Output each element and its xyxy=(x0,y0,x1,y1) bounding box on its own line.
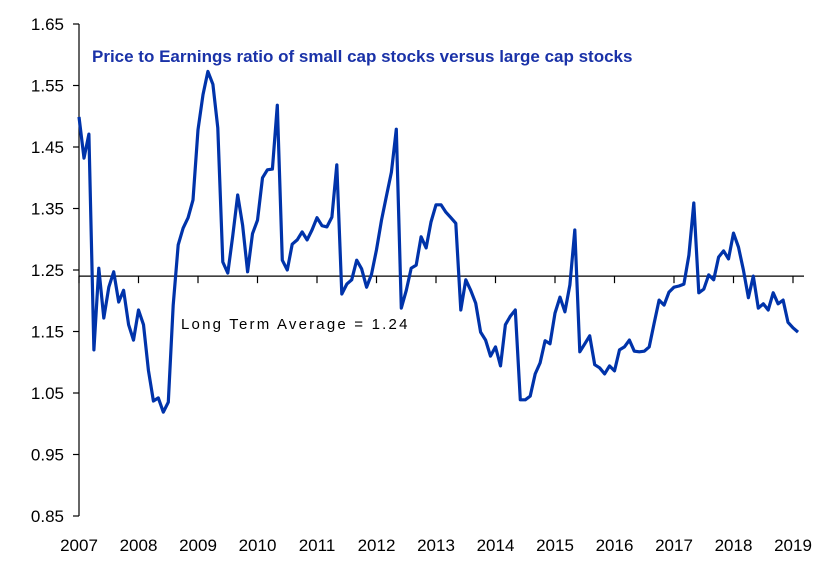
x-tick-label: 2013 xyxy=(417,536,455,555)
chart-title: Price to Earnings ratio of small cap sto… xyxy=(92,47,632,66)
x-tick-label: 2011 xyxy=(299,536,336,555)
y-tick-label: 1.35 xyxy=(31,200,64,219)
y-tick-label: 1.65 xyxy=(31,15,64,34)
x-axis: 2007 2008 2009 2010 2011 2012 2013 2014 2015 2016… xyxy=(60,275,812,555)
y-tick-label: 1.25 xyxy=(31,261,64,280)
x-tick-label: 2012 xyxy=(358,536,396,555)
x-tick-label: 2016 xyxy=(596,536,634,555)
x-tick-label: 2014 xyxy=(477,536,515,555)
y-tick-label: 1.05 xyxy=(31,384,64,403)
x-tick-label: 2017 xyxy=(655,536,693,555)
series xyxy=(77,69,800,414)
y-tick-label: 1.45 xyxy=(31,138,64,157)
x-tick-label: 2008 xyxy=(120,536,158,555)
y-tick-label: 0.95 xyxy=(31,446,64,465)
x-tick-label: 2019 xyxy=(774,536,812,555)
y-tick-label: 1.15 xyxy=(31,323,64,342)
x-tick-label: 2015 xyxy=(536,536,574,555)
y-tick-label: 1.55 xyxy=(31,77,64,96)
pe-ratio-line xyxy=(77,69,800,414)
y-tick-label: 0.85 xyxy=(31,507,64,526)
x-tick-label: 2018 xyxy=(715,536,753,555)
reference-line-label: Long Term Average = 1.24 xyxy=(181,316,410,333)
y-axis: 0.85 0.95 1.05 1.15 1.25 1.35 1.45 1.55 1.65 xyxy=(31,15,80,526)
x-tick-label: 2010 xyxy=(239,536,277,555)
x-tick-label: 2007 xyxy=(60,536,98,555)
x-tick-label: 2009 xyxy=(179,536,217,555)
